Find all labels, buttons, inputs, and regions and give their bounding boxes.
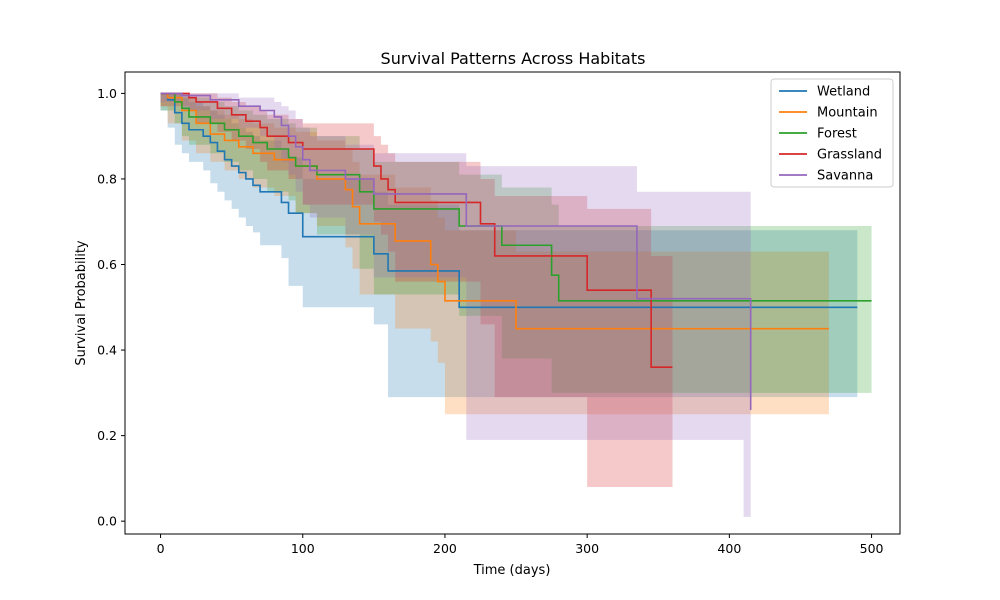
plot-frame [124, 71, 901, 535]
x-tick-label: 100 [291, 541, 315, 556]
legend: Wetland Mountain Forest Grassland Savanna [770, 78, 894, 188]
ci-band-forest [160, 93, 872, 393]
legend-label-forest: Forest [817, 127, 857, 142]
y-tick-label: 1.0 [97, 86, 117, 101]
x-tick-label: 500 [860, 541, 884, 556]
y-tick-label: 0.6 [97, 257, 117, 272]
y-tick-label: 0.4 [97, 343, 117, 358]
x-tick-label: 400 [717, 541, 741, 556]
x-tick-label: 0 [157, 541, 165, 556]
x-axis-label: Time (days) [473, 563, 551, 578]
legend-label-mountain: Mountain [817, 106, 878, 121]
ci-band-savanna [160, 93, 751, 517]
x-tick-label: 300 [575, 541, 599, 556]
legend-label-grassland: Grassland [817, 148, 882, 163]
survival-lines [160, 92, 872, 410]
legend-label-savanna: Savanna [817, 169, 873, 184]
y-tick-label: 0.8 [97, 171, 117, 186]
series-line-forest [160, 92, 872, 302]
series-line-grassland [160, 92, 673, 368]
legend-box [770, 78, 894, 188]
series-line-wetland [160, 92, 858, 309]
y-tick-label: 0.0 [97, 514, 117, 529]
y-axis-label: Survival Probability [74, 240, 89, 366]
y-tick-label: 0.2 [97, 428, 117, 443]
x-axis-ticks: 0 100 200 300 400 500 [157, 534, 884, 556]
legend-label-wetland: Wetland [817, 85, 870, 100]
chart-title: Survival Patterns Across Habitats [381, 49, 646, 68]
y-axis-ticks: 0.0 0.2 0.4 0.6 0.8 1.0 [97, 86, 125, 529]
ci-band-grassland [160, 93, 673, 487]
x-tick-label: 200 [433, 541, 457, 556]
series-line-savanna [160, 92, 752, 410]
